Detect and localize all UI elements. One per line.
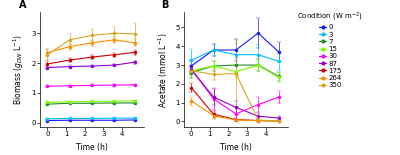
- Y-axis label: Acetate (mmol L$^{-1}$): Acetate (mmol L$^{-1}$): [156, 32, 170, 108]
- Text: B: B: [161, 0, 168, 10]
- X-axis label: Time (h): Time (h): [220, 143, 252, 152]
- Y-axis label: Biomass ($g_{DW}$ L$^{-1}$): Biomass ($g_{DW}$ L$^{-1}$): [11, 34, 26, 105]
- Text: A: A: [19, 0, 27, 10]
- Legend: 0, 3, 7, 15, 30, 87, 175, 264, 350: 0, 3, 7, 15, 30, 87, 175, 264, 350: [297, 10, 364, 89]
- X-axis label: Time (h): Time (h): [76, 143, 108, 152]
